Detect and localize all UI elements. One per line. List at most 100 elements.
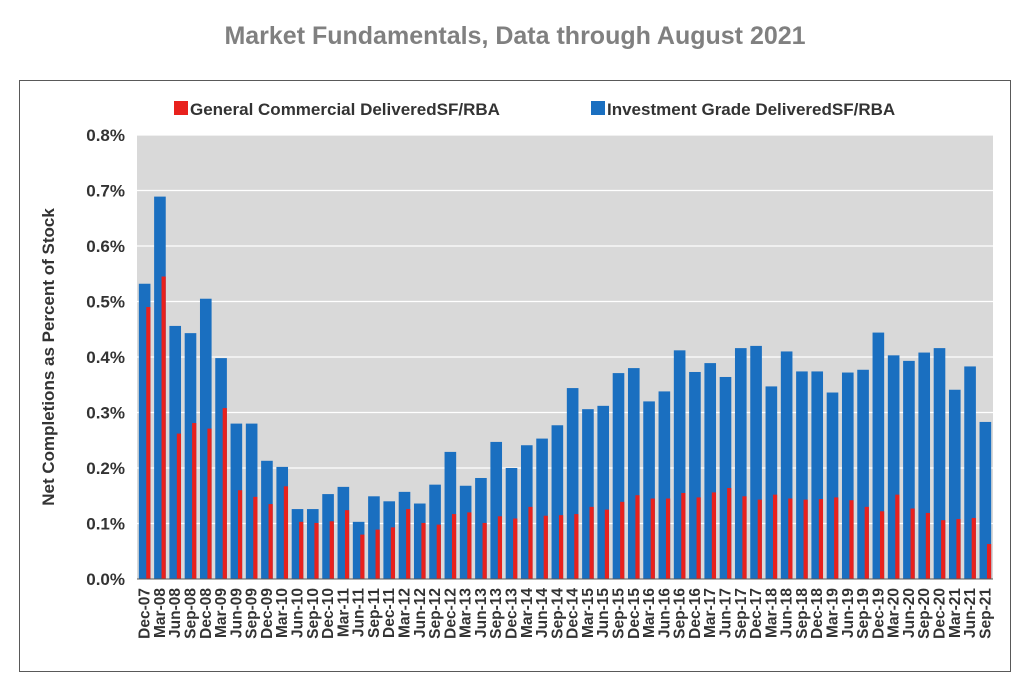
bar-general-commercial	[558, 515, 564, 579]
bar-general-commercial	[528, 506, 533, 579]
x-tick-label: Sep-21	[977, 588, 994, 639]
y-tick-label: 0.2%	[86, 459, 125, 478]
y-tick-label: 0.5%	[86, 293, 125, 312]
x-tick-label: Dec-10	[320, 588, 337, 639]
bar-investment-grade	[765, 386, 778, 579]
x-tick-label: Sep-11	[366, 588, 383, 638]
bar-general-commercial	[436, 524, 441, 579]
bar-investment-grade	[811, 371, 824, 579]
bar-general-commercial	[665, 498, 671, 579]
x-tick-label: Mar-16	[641, 588, 658, 638]
bar-general-commercial	[253, 496, 258, 579]
x-tick-label: Jun-14	[534, 588, 551, 638]
x-tick-label: Sep-14	[549, 588, 566, 639]
bar-investment-grade	[138, 283, 151, 579]
bar-investment-grade	[933, 348, 946, 579]
bar-investment-grade	[903, 360, 915, 579]
y-tick-label: 0.4%	[86, 348, 125, 367]
bar-general-commercial	[910, 508, 915, 579]
bar-general-commercial	[986, 544, 992, 579]
legend-swatch-investment-grade	[591, 101, 605, 115]
bar-general-commercial	[941, 520, 946, 579]
x-tick-label: Dec-14	[565, 588, 582, 639]
bar-general-commercial	[360, 534, 365, 579]
x-tick-label: Sep-08	[183, 588, 200, 639]
bar-general-commercial	[635, 495, 640, 579]
x-tick-label: Mar-10	[274, 588, 291, 638]
bar-investment-grade	[199, 298, 212, 579]
bar-general-commercial	[543, 515, 548, 579]
bar-investment-grade	[658, 391, 671, 579]
bar-general-commercial	[818, 499, 824, 579]
bar-investment-grade	[291, 509, 304, 579]
legend-label-general-commercial: General Commercial DeliveredSF/RBA	[190, 100, 500, 119]
bar-general-commercial	[497, 516, 503, 579]
x-tick-label: Mar-14	[519, 588, 536, 638]
x-tick-label: Mar-18	[763, 588, 780, 638]
x-tick-label: Jun-20	[901, 588, 918, 638]
bar-general-commercial	[176, 433, 182, 579]
chart-title: Market Fundamentals, Data through August…	[224, 22, 806, 50]
bar-investment-grade	[398, 491, 411, 579]
bar-investment-grade	[368, 496, 380, 579]
x-tick-label: Sep-09	[244, 588, 261, 639]
y-tick-label: 0.7%	[86, 182, 125, 201]
x-tick-label: Jun-21	[962, 588, 979, 638]
bar-investment-grade	[582, 409, 594, 579]
bar-investment-grade	[734, 348, 747, 579]
bar-investment-grade	[459, 485, 472, 579]
x-tick-label: Sep-20	[916, 588, 933, 639]
bar-general-commercial	[344, 510, 350, 579]
bar-investment-grade	[627, 368, 640, 579]
bar-investment-grade	[964, 366, 976, 579]
bar-investment-grade	[322, 494, 334, 579]
bar-investment-grade	[918, 352, 931, 579]
bar-general-commercial	[879, 511, 885, 579]
bar-investment-grade	[261, 460, 273, 579]
bar-investment-grade	[505, 468, 518, 579]
bar-investment-grade	[857, 369, 869, 579]
bar-investment-grade	[444, 451, 457, 579]
bar-general-commercial	[696, 497, 701, 579]
bar-general-commercial	[451, 514, 457, 579]
x-tick-label: Dec-20	[932, 588, 949, 639]
x-tick-label: Dec-11	[381, 588, 398, 638]
x-tick-label: Dec-12	[442, 588, 459, 639]
bar-investment-grade	[689, 371, 701, 579]
y-axis-label: Net Completions as Percent of Stock	[39, 208, 58, 506]
bar-general-commercial	[513, 518, 518, 579]
bar-investment-grade	[719, 376, 732, 579]
bar-general-commercial	[390, 527, 396, 579]
y-tick-label: 0.8%	[86, 126, 125, 145]
bar-general-commercial	[222, 408, 227, 579]
x-tick-label: Jun-15	[595, 588, 612, 638]
bar-investment-grade	[352, 521, 365, 579]
bar-general-commercial	[421, 522, 426, 579]
x-tick-label: Jun-13	[473, 588, 490, 638]
x-tick-label: Sep-16	[672, 588, 689, 639]
x-tick-label: Sep-12	[427, 588, 444, 639]
x-tick-label: Jun-19	[840, 588, 857, 638]
bar-investment-grade	[536, 438, 548, 579]
bar-investment-grade	[215, 358, 227, 579]
x-tick-label: Jun-10	[290, 588, 307, 638]
bar-general-commercial	[849, 500, 854, 579]
bar-investment-grade	[337, 486, 350, 579]
x-tick-label: Sep-15	[611, 588, 628, 639]
x-tick-label: Mar-12	[397, 588, 414, 638]
bar-investment-grade	[306, 509, 319, 579]
bar-general-commercial	[788, 498, 793, 579]
x-tick-label: Sep-19	[855, 588, 872, 639]
bar-general-commercial	[329, 521, 334, 579]
bar-investment-grade	[169, 325, 182, 579]
x-tick-label: Jun-09	[228, 588, 245, 638]
bar-general-commercial	[834, 497, 839, 579]
bar-general-commercial	[146, 307, 151, 579]
bar-general-commercial	[711, 492, 717, 579]
x-tick-label: Sep-10	[305, 588, 322, 639]
bar-general-commercial	[925, 512, 931, 579]
bar-investment-grade	[383, 501, 396, 579]
legend-swatch-general-commercial	[174, 101, 188, 115]
bar-investment-grade	[750, 345, 762, 579]
bar-general-commercial	[589, 506, 594, 579]
